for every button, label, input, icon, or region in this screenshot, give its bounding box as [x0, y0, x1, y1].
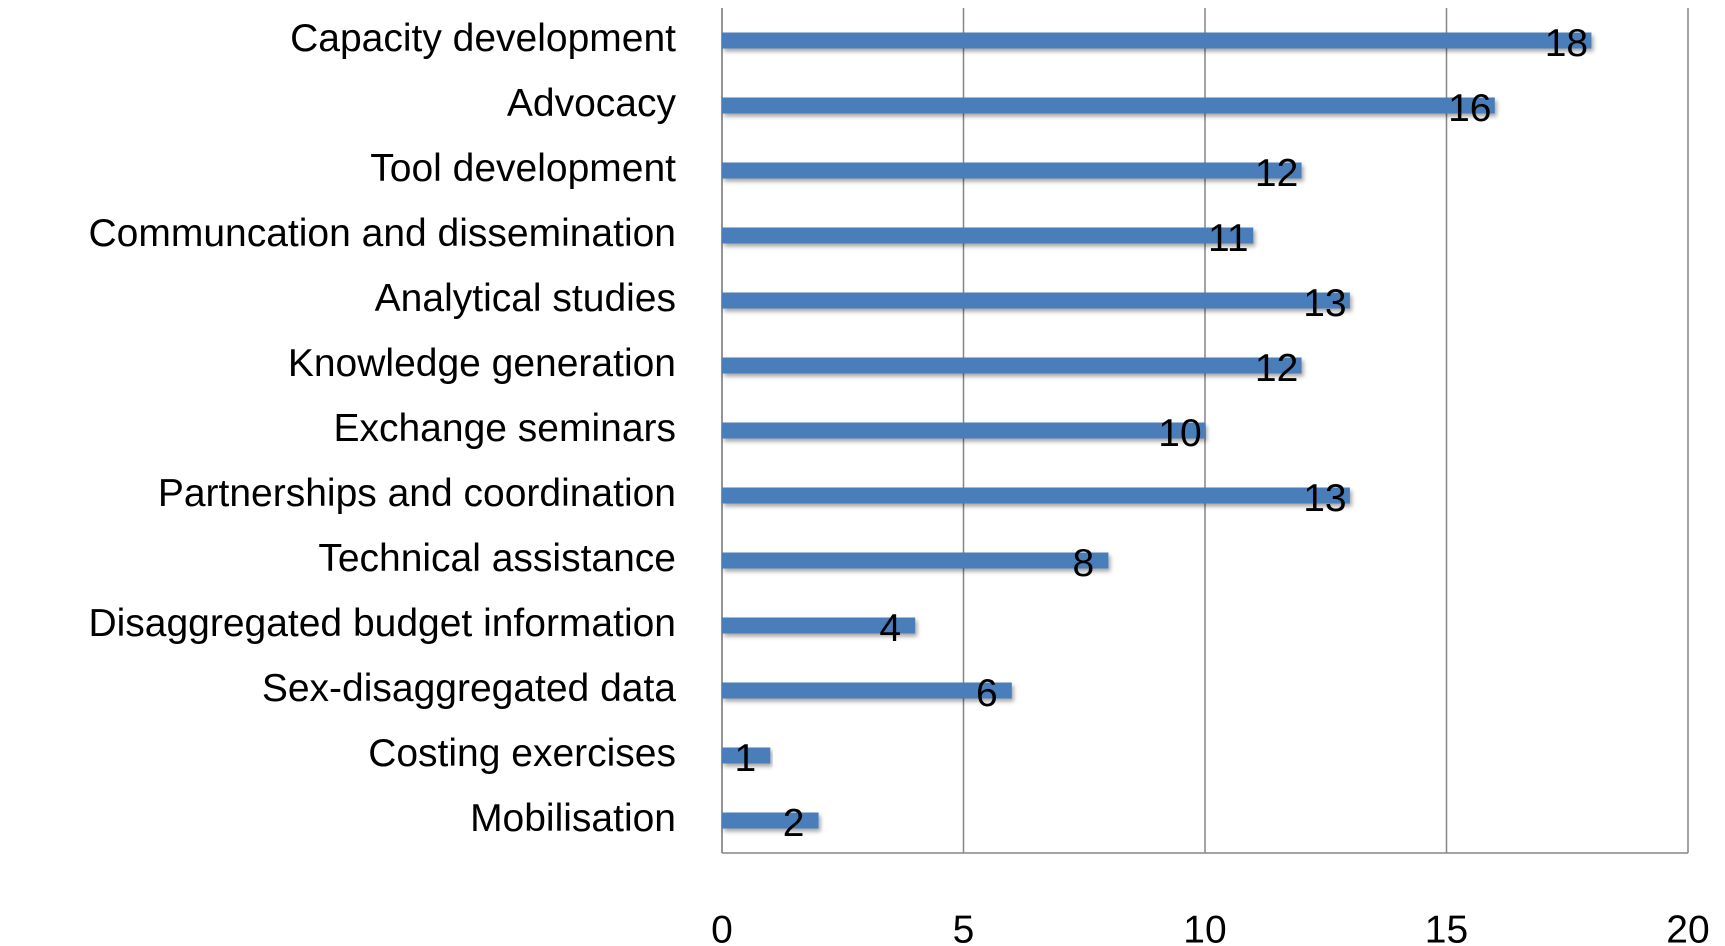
- y-tick-label: Knowledge generation: [288, 342, 676, 385]
- value-label: 11: [1208, 217, 1249, 260]
- y-tick-label: Communcation and dissemination: [89, 212, 676, 255]
- x-tick-label: 20: [1666, 908, 1709, 946]
- bar: [722, 227, 1254, 244]
- value-label: 2: [783, 802, 805, 845]
- y-tick-label: Disaggregated budget information: [88, 602, 676, 645]
- bar: [722, 292, 1350, 309]
- bar: [722, 162, 1302, 179]
- value-label: 13: [1303, 282, 1346, 325]
- x-tick-label: 0: [711, 908, 733, 946]
- y-tick-label: Analytical studies: [375, 277, 676, 320]
- bar: [722, 487, 1350, 504]
- y-tick-label: Capacity development: [290, 17, 676, 60]
- y-tick-label: Advocacy: [507, 82, 677, 125]
- y-tick-label: Mobilisation: [470, 797, 676, 840]
- y-tick-label: Exchange seminars: [333, 407, 676, 450]
- bar: [722, 32, 1592, 49]
- x-tick-label: 5: [953, 908, 975, 946]
- value-label: 6: [976, 672, 998, 715]
- x-tick-label: 10: [1183, 908, 1226, 946]
- bar: [722, 617, 916, 634]
- y-tick-label: Costing exercises: [368, 732, 676, 775]
- bar: [722, 422, 1205, 439]
- y-tick-label: Sex-disaggregated data: [262, 667, 676, 710]
- value-label: 13: [1303, 477, 1346, 520]
- y-tick-label: Partnerships and coordination: [158, 472, 676, 515]
- bar: [722, 747, 771, 764]
- value-label: 12: [1255, 347, 1298, 390]
- x-tick-label: 15: [1425, 908, 1468, 946]
- value-label: 16: [1448, 87, 1491, 130]
- bar: [722, 357, 1302, 374]
- y-tick-label: Technical assistance: [318, 537, 676, 580]
- value-label: 18: [1545, 22, 1588, 65]
- bar: [722, 97, 1495, 114]
- value-label: 8: [1073, 542, 1095, 585]
- value-label: 12: [1255, 152, 1298, 195]
- value-label: 10: [1158, 412, 1201, 455]
- value-label: 4: [879, 607, 901, 650]
- bar: [722, 812, 819, 829]
- value-label: 1: [734, 737, 756, 780]
- y-tick-label: Tool development: [370, 147, 676, 190]
- bar: [722, 552, 1109, 569]
- bar: [722, 682, 1012, 699]
